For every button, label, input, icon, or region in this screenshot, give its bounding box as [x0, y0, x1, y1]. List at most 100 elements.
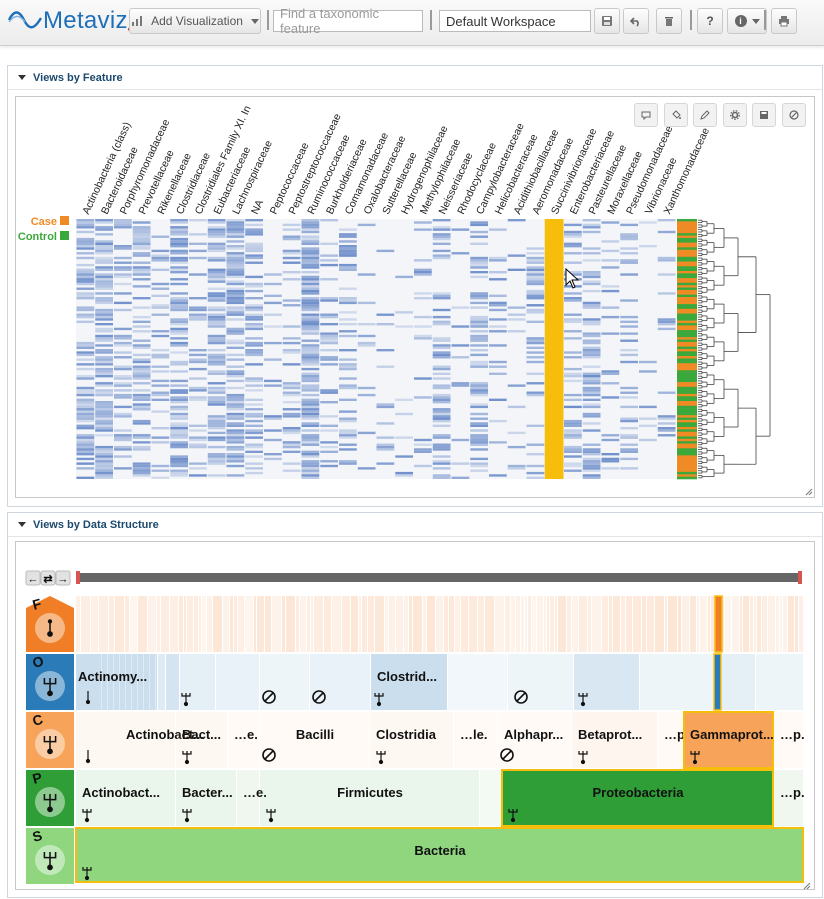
heatmap-column[interactable]	[207, 219, 226, 477]
family-node[interactable]	[76, 596, 80, 652]
family-node[interactable]	[245, 596, 253, 652]
family-node[interactable]	[668, 596, 677, 652]
leaf-node-icon[interactable]	[85, 691, 91, 705]
comment-button[interactable]	[634, 103, 658, 127]
class-node[interactable]	[176, 712, 227, 768]
tree-icon[interactable]	[82, 809, 92, 823]
leaf-node-icon[interactable]	[85, 750, 91, 764]
family-node[interactable]	[558, 596, 566, 652]
family-node[interactable]	[511, 596, 515, 652]
family-node[interactable]	[579, 596, 587, 652]
family-node[interactable]	[138, 596, 147, 652]
family-node[interactable]	[588, 596, 591, 652]
swap-button[interactable]	[40, 570, 56, 586]
scroll-left-button[interactable]	[25, 570, 41, 586]
class-node[interactable]	[658, 712, 683, 768]
family-node[interactable]	[799, 596, 803, 652]
family-node[interactable]	[389, 596, 395, 652]
family-node[interactable]	[265, 596, 271, 652]
family-node[interactable]	[351, 596, 358, 652]
family-node[interactable]	[184, 596, 186, 652]
family-node[interactable]	[743, 596, 749, 652]
family-node[interactable]	[115, 596, 124, 652]
range-slider-track[interactable]	[76, 573, 802, 582]
tree-icon[interactable]	[578, 693, 588, 707]
heatmap-column[interactable]	[395, 275, 413, 477]
family-node[interactable]	[314, 596, 323, 652]
family-node[interactable]	[436, 596, 443, 652]
family-node[interactable]	[300, 596, 306, 652]
family-node[interactable]	[359, 596, 361, 652]
family-node[interactable]	[187, 596, 193, 652]
heatmap-column[interactable]	[245, 219, 263, 475]
family-node[interactable]	[732, 596, 739, 652]
family-node[interactable]	[665, 596, 667, 652]
views-by-feature-header[interactable]: Views by Feature	[8, 66, 822, 90]
family-node[interactable]	[307, 596, 310, 652]
family-node[interactable]	[602, 596, 608, 652]
class-node[interactable]	[683, 711, 774, 769]
tree-icon[interactable]	[82, 867, 92, 881]
heatmap-column[interactable]	[114, 219, 132, 470]
class-node[interactable]	[76, 712, 175, 768]
family-node[interactable]	[362, 596, 367, 652]
level-badge-o[interactable]: O	[26, 653, 74, 710]
family-node[interactable]	[179, 596, 183, 652]
tree-icon[interactable]	[182, 809, 192, 823]
heatmap-column[interactable]	[170, 219, 188, 477]
family-node[interactable]	[455, 596, 460, 652]
family-node[interactable]	[550, 596, 554, 652]
family-node[interactable]	[368, 596, 374, 652]
heatmap-column[interactable]	[282, 223, 301, 472]
family-node[interactable]	[396, 596, 403, 652]
phylum-node[interactable]	[260, 770, 479, 826]
family-node[interactable]	[647, 596, 654, 652]
family-node[interactable]	[485, 596, 494, 652]
save-workspace-button[interactable]	[594, 8, 620, 34]
family-node[interactable]	[461, 596, 468, 652]
family-node[interactable]	[409, 596, 412, 652]
family-node[interactable]	[768, 596, 775, 652]
phylum-node[interactable]	[480, 770, 501, 826]
family-node[interactable]	[555, 596, 557, 652]
resize-handle-icon[interactable]	[803, 882, 811, 890]
heatmap-column[interactable]	[339, 228, 357, 465]
family-node[interactable]	[642, 596, 646, 652]
class-node[interactable]	[228, 712, 259, 768]
family-node[interactable]	[207, 596, 212, 652]
heatmap-column[interactable]	[301, 219, 320, 479]
heatmap-column[interactable]	[432, 219, 451, 479]
order-node[interactable]	[216, 654, 259, 710]
family-node[interactable]	[788, 596, 794, 652]
taxonomic-feature-search-input[interactable]: Find a taxonomic feature	[273, 6, 423, 36]
level-badge-c[interactable]: C	[26, 711, 74, 768]
family-node[interactable]	[282, 596, 285, 652]
family-node[interactable]	[708, 596, 710, 652]
family-node[interactable]	[532, 596, 536, 652]
level-badge-f[interactable]: F	[26, 595, 74, 652]
family-node[interactable]	[257, 596, 264, 652]
family-node[interactable]	[238, 596, 244, 652]
family-node[interactable]	[697, 596, 699, 652]
family-node[interactable]	[757, 596, 761, 652]
heatmap-column[interactable]	[414, 221, 432, 468]
phylum-node[interactable]	[237, 770, 259, 826]
class-node[interactable]	[572, 712, 657, 768]
help-button[interactable]: ?	[697, 8, 723, 34]
tree-icon[interactable]	[181, 693, 191, 707]
family-node[interactable]	[690, 596, 696, 652]
family-node[interactable]	[725, 596, 731, 652]
family-node[interactable]	[633, 596, 641, 652]
family-node[interactable]	[296, 596, 299, 652]
class-node[interactable]	[454, 712, 497, 768]
family-node[interactable]	[516, 596, 520, 652]
family-node[interactable]	[324, 596, 331, 652]
family-node[interactable]	[148, 596, 156, 652]
heatmap-column[interactable]	[226, 219, 245, 477]
pencil-button[interactable]	[693, 103, 718, 127]
heatmap-column[interactable]	[376, 249, 395, 465]
phylum-node[interactable]	[176, 770, 236, 826]
order-node[interactable]	[574, 654, 639, 710]
heatmap-column[interactable]	[76, 219, 95, 479]
heatmap-column[interactable]	[264, 273, 282, 461]
